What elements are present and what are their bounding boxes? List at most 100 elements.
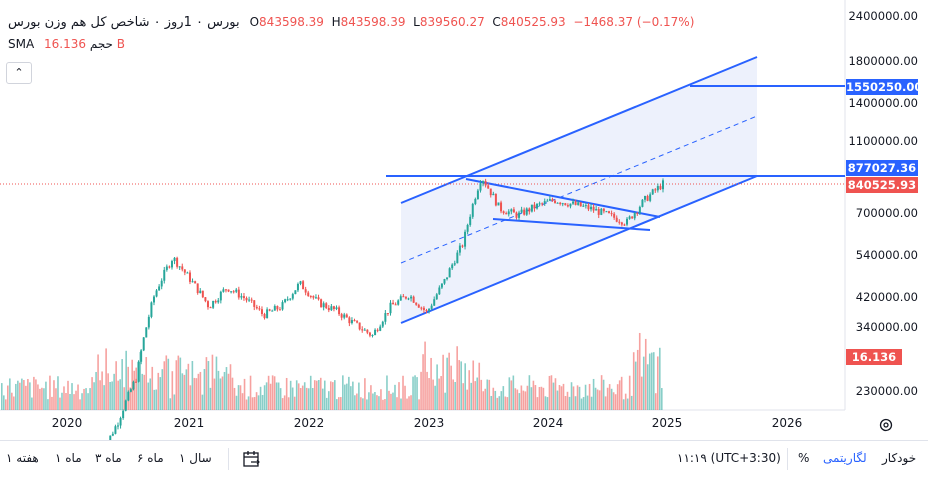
volume-bar: [319, 377, 322, 410]
volume-bar: [532, 380, 535, 410]
candle-body: [610, 213, 613, 215]
candles: [109, 178, 664, 440]
candle-body: [296, 283, 299, 291]
volume-bar: [265, 382, 268, 410]
resistance-price-badge: 877027.36: [846, 160, 918, 176]
volume-bar: [594, 387, 597, 410]
range-3m-button[interactable]: ماه ۳: [95, 451, 122, 465]
candle-body: [533, 204, 536, 209]
range-1y-button[interactable]: سال ۱: [179, 451, 212, 465]
volume-bar: [362, 398, 364, 410]
volume-bar: [384, 399, 386, 410]
volume-bar: [165, 355, 168, 410]
volume-bar: [91, 377, 93, 410]
candle-body: [582, 205, 585, 207]
volume-bar: [225, 367, 228, 410]
candle-body: [502, 211, 505, 214]
volume-bar: [277, 382, 280, 410]
volume-bar: [418, 399, 420, 410]
volume-bar: [81, 393, 83, 410]
candle-body: [505, 213, 508, 215]
candle-body: [289, 298, 292, 300]
candle-body: [548, 199, 551, 201]
settings-gear-icon[interactable]: [878, 417, 894, 433]
volume-legend-value: 16.136 B: [44, 37, 126, 51]
price-chart[interactable]: [0, 0, 928, 440]
volume-bar: [261, 394, 264, 410]
volume-bar: [596, 389, 599, 410]
volume-bar: [123, 387, 125, 410]
volume-bar: [460, 361, 462, 410]
auto-scale-toggle[interactable]: خودکار: [882, 451, 917, 465]
volume-bar: [494, 390, 497, 410]
candle-body: [116, 425, 119, 427]
toolbar-divider: [228, 448, 229, 470]
candle-body: [471, 203, 474, 217]
volume-bar: [640, 376, 643, 410]
channel-lower-line[interactable]: [400, 175, 758, 324]
volume-bar: [47, 399, 49, 410]
volume-bar: [648, 353, 651, 410]
percent-scale-toggle[interactable]: %: [798, 451, 810, 465]
wedge-lower-line[interactable]: [492, 218, 651, 231]
timezone-clock[interactable]: ۱۱:۱۹ (UTC+3:30): [677, 451, 781, 465]
candle-body: [209, 307, 212, 309]
volume-bar: [19, 382, 21, 410]
range-1m-button[interactable]: ماه ۱: [55, 451, 82, 465]
candle-body: [320, 299, 323, 308]
volume-bar: [400, 398, 402, 410]
volume-bar: [476, 377, 479, 410]
wedge-upper-line[interactable]: [465, 178, 661, 218]
time-tick: 2021: [173, 416, 205, 430]
range-6m-button[interactable]: ماه ۶: [137, 451, 164, 465]
volume-bar: [348, 376, 350, 410]
volume-bar: [574, 396, 577, 410]
volume-bar: [514, 388, 517, 410]
volume-bar: [388, 390, 390, 410]
volume-bar: [620, 376, 623, 410]
calendar-range-icon[interactable]: [242, 449, 262, 469]
volume-bar: [482, 391, 485, 410]
candle-body: [515, 212, 518, 218]
volume-bar: [219, 378, 222, 410]
volume-bar: [315, 380, 318, 410]
candle-body: [240, 296, 243, 298]
candle-body: [150, 302, 153, 317]
candle-body: [253, 300, 256, 307]
bottom-toolbar: [0, 440, 928, 480]
volume-bar: [456, 346, 458, 410]
candle-body: [461, 245, 464, 247]
candle-body: [276, 306, 279, 310]
collapse-legend-button[interactable]: ⌃: [6, 62, 32, 84]
candle-body: [114, 426, 117, 434]
volume-bar: [580, 398, 583, 410]
volume-bar: [390, 393, 392, 410]
volume-bar: [336, 399, 338, 410]
candle-body: [443, 279, 446, 284]
log-scale-toggle[interactable]: لگاریتمی: [823, 451, 867, 465]
volume-bar: [221, 376, 224, 410]
volume-bar: [209, 387, 212, 410]
volume-bar: [53, 380, 55, 410]
channel-upper-line[interactable]: [400, 56, 758, 204]
candle-body: [590, 206, 593, 210]
volume-bar: [578, 386, 581, 410]
volume-bar: [602, 379, 605, 410]
candle-body: [217, 300, 220, 303]
volume-bar: [215, 356, 218, 410]
range-1w-button[interactable]: هفته ۱: [6, 451, 39, 465]
volume-bar: [472, 360, 475, 410]
candle-body: [402, 296, 405, 298]
candle-body: [335, 307, 338, 310]
volume-bar: [588, 383, 591, 410]
candle-body: [626, 218, 629, 225]
candle-body: [587, 205, 590, 210]
candle-body: [230, 291, 233, 293]
volume-bar: [564, 396, 567, 410]
volume-bar: [35, 379, 37, 410]
volume-bar: [598, 390, 601, 410]
candle-body: [595, 209, 598, 211]
volume-bar: [235, 395, 238, 410]
volume-bars: [1, 332, 663, 410]
volume-bar: [9, 378, 11, 410]
